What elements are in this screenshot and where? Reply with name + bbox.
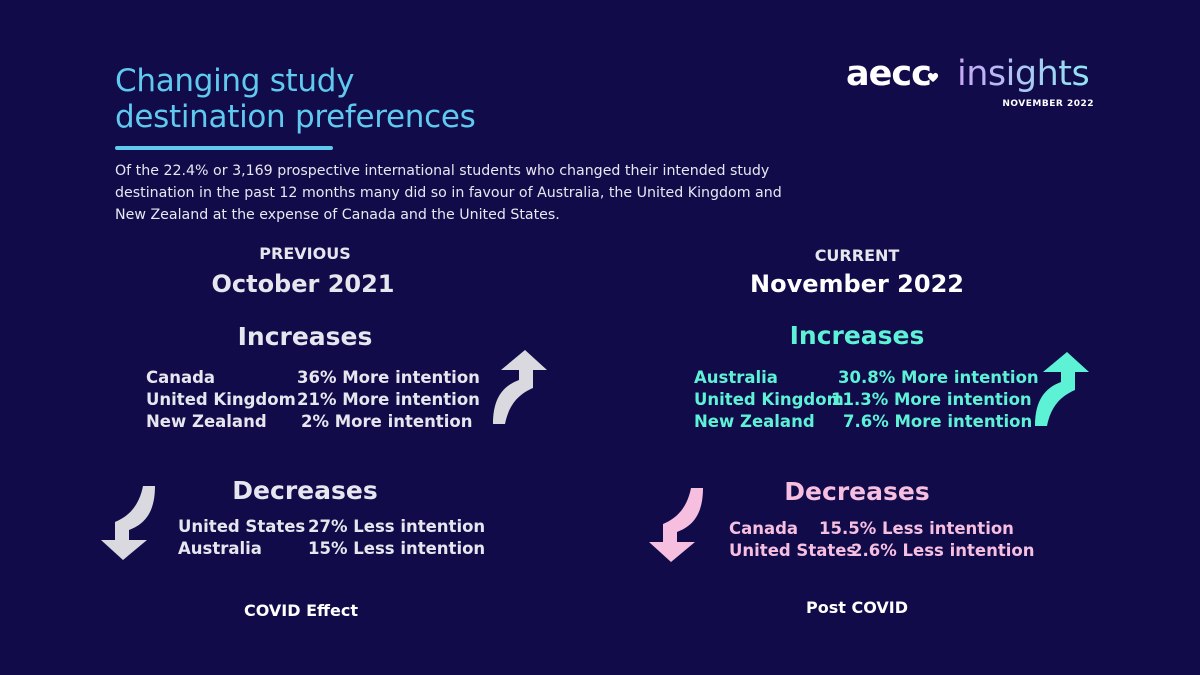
logo-date: NOVEMBER 2022 [1002, 99, 1094, 109]
previous-decreases-heading: Decreases [232, 476, 378, 505]
list-item: United States2.6% Less intention [729, 540, 1034, 562]
curved-arrow-up-icon [1035, 352, 1089, 426]
change-value: 15% Less intention [308, 539, 486, 558]
country-name: Australia [694, 368, 778, 387]
list-item: New Zealand 7.6% More intention [694, 411, 1039, 433]
current-label: CURRENT [814, 246, 900, 265]
change-value: 11.3% More intention [831, 390, 1032, 409]
current-decreases-list: Canada 15.5% Less intention United States… [729, 518, 1034, 562]
change-value: 7.6% More intention [843, 412, 1033, 431]
logo-brand: aecc [846, 54, 932, 94]
country-name: New Zealand [694, 412, 815, 431]
current-decreases-heading: Decreases [784, 477, 930, 506]
curved-arrow-up-icon [493, 350, 547, 424]
country-name: New Zealand [146, 412, 267, 431]
change-value: 2% More intention [301, 412, 473, 431]
list-item: Canada 36% More intention [146, 367, 480, 389]
list-item: United States 27% Less intention [178, 516, 485, 538]
country-name: United Kingdom [694, 390, 844, 409]
list-item: United Kingdom11.3% More intention [694, 389, 1039, 411]
list-item: Australia 30.8% More intention [694, 367, 1039, 389]
previous-date: October 2021 [211, 270, 395, 298]
change-value: 27% Less intention [308, 517, 486, 536]
curved-arrow-down-icon [649, 488, 703, 562]
change-value: 15.5% Less intention [819, 519, 1014, 538]
country-name: United Kingdom [146, 390, 296, 409]
change-value: 30.8% More intention [838, 368, 1039, 387]
change-value: 2.6% Less intention [851, 541, 1035, 560]
previous-label: PREVIOUS [259, 244, 351, 263]
logo-product: insights [957, 54, 1090, 94]
list-item: United Kingdom21% More intention [146, 389, 480, 411]
curved-arrow-down-icon [101, 486, 155, 560]
current-increases-heading: Increases [789, 321, 925, 350]
previous-increases-list: Canada 36% More intention United Kingdom2… [146, 367, 480, 433]
country-name: United States [178, 517, 306, 536]
change-value: 21% More intention [297, 390, 480, 409]
intro-paragraph: Of the 22.4% or 3,169 prospective intern… [115, 163, 782, 223]
title-underline [115, 146, 333, 150]
country-name: Canada [729, 519, 799, 538]
previous-footer: COVID Effect [244, 601, 358, 620]
current-footer: Post COVID [806, 598, 908, 617]
country-name: Australia [178, 539, 262, 558]
list-item: New Zealand 2% More intention [146, 411, 480, 433]
page-title: Changing study destination preferences [115, 63, 635, 135]
title-line-2: destination preferences [115, 99, 476, 135]
previous-decreases-list: United States 27% Less intention Australi… [178, 516, 485, 560]
title-line-1: Changing study [115, 63, 355, 99]
country-name: Canada [146, 368, 216, 387]
change-value: 36% More intention [297, 368, 480, 387]
previous-increases-heading: Increases [237, 322, 373, 351]
logo-heart-icon [927, 72, 939, 82]
list-item: Australia 15% Less intention [178, 538, 485, 560]
list-item: Canada 15.5% Less intention [729, 518, 1034, 540]
country-name: United States [729, 541, 857, 560]
current-increases-list: Australia 30.8% More intention United Kin… [694, 367, 1039, 433]
current-date: November 2022 [750, 270, 964, 298]
